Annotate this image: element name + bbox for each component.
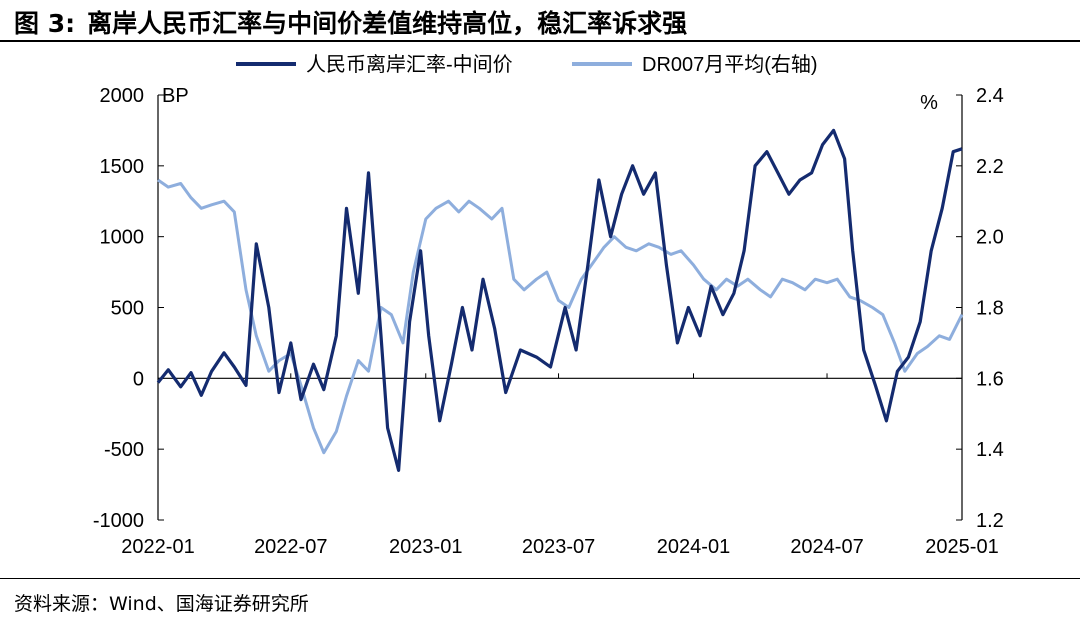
right-tick-label: 2.0 — [976, 227, 1004, 249]
source-note: 资料来源：Wind、国海证券研究所 — [14, 593, 309, 615]
axes: 2000 1500 1000 500 0 -500 -1000 2.4 2.2 2.0 1.8 1.6… — [93, 85, 1004, 558]
chart-title: 图 3: 离岸人民币汇率与中间价差值维持高位，稳汇率诉求强 — [14, 4, 687, 40]
series-line-fx-spread — [156, 128, 963, 472]
left-tick-label: 1000 — [100, 227, 145, 249]
series-lines — [156, 128, 964, 472]
right-tick-label: 2.2 — [976, 156, 1004, 178]
left-tick-label: 0 — [133, 368, 144, 390]
right-tick-label: 1.6 — [976, 368, 1004, 390]
left-tick-label: 2000 — [100, 85, 145, 107]
x-tick-label: 2022-07 — [254, 536, 327, 558]
left-tick-label: 500 — [111, 298, 144, 320]
right-tick-label: 2.4 — [976, 85, 1004, 107]
line-chart: 人民币离岸汇率-中间价 DR007月平均(右轴) BP % 2000 1500 10… — [93, 53, 1004, 558]
legend: 人民币离岸汇率-中间价 DR007月平均(右轴) — [236, 53, 818, 76]
left-tick-label: 1500 — [100, 156, 145, 178]
series-line-dr007 — [157, 178, 964, 455]
left-axis-unit: BP — [162, 85, 189, 107]
bottom-rule — [0, 578, 1080, 579]
x-tick-label: 2023-07 — [522, 536, 595, 558]
right-tick-label: 1.4 — [976, 439, 1004, 461]
legend-label-dr007: DR007月平均(右轴) — [642, 53, 818, 76]
right-tick-label: 1.2 — [976, 510, 1004, 532]
figure-title: 离岸人民币汇率与中间价差值维持高位，稳汇率诉求强 — [87, 9, 688, 38]
x-tick-label: 2023-01 — [389, 536, 462, 558]
left-tick-label: -1000 — [93, 510, 144, 532]
right-tick-label: 1.8 — [976, 298, 1004, 320]
x-tick-label: 2022-01 — [121, 536, 194, 558]
legend-label-fx-spread: 人民币离岸汇率-中间价 — [306, 53, 513, 76]
right-axis-unit: % — [920, 92, 938, 114]
x-tick-label: 2024-07 — [790, 536, 863, 558]
x-tick-label: 2024-01 — [657, 536, 730, 558]
x-tick-label: 2025-01 — [925, 536, 998, 558]
left-tick-label: -500 — [104, 439, 144, 461]
figure-label: 图 3: — [14, 9, 76, 38]
top-rule — [0, 40, 1080, 42]
